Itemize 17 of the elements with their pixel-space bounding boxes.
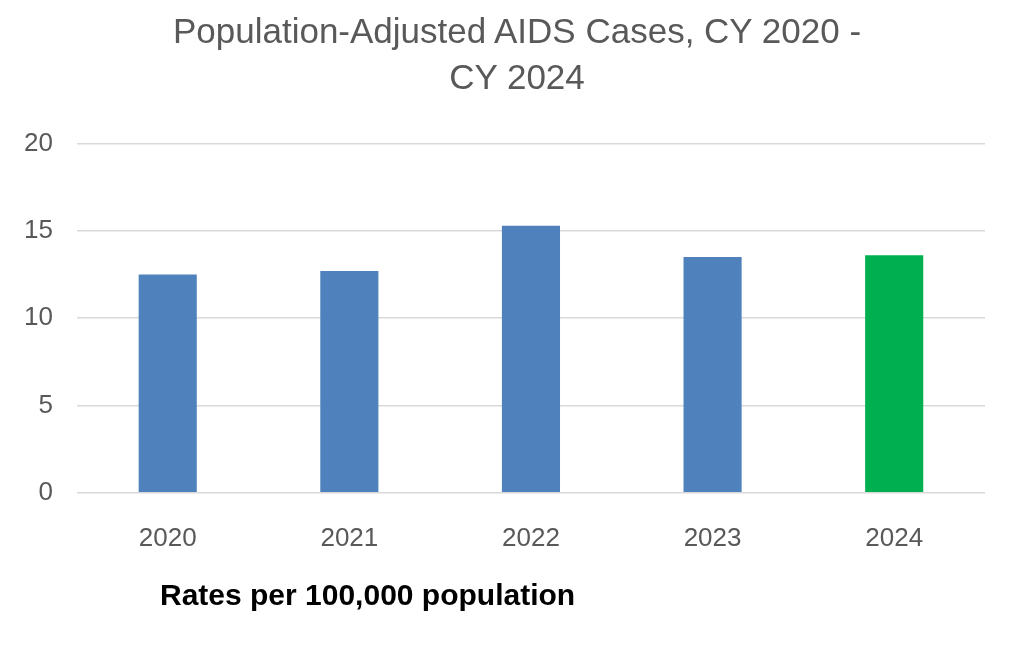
x-tick-label: 2020 [138, 521, 197, 552]
x-axis-title: Rates per 100,000 population [160, 578, 576, 612]
y-tick-label: 20 [24, 126, 53, 157]
x-tick-label: 2021 [320, 521, 379, 552]
bar [683, 257, 742, 493]
x-tick-label: 2024 [865, 521, 924, 552]
y-tick-label: 0 [38, 475, 53, 506]
bar [501, 225, 561, 493]
y-tick-label: 10 [24, 301, 53, 332]
y-tick-label: 5 [38, 388, 53, 419]
bar [320, 271, 379, 493]
bar [138, 274, 197, 493]
x-tick-label: 2022 [502, 521, 560, 552]
chart-title: Population-Adjusted AIDS Cases, CY 2020 - CY 2024 [171, 10, 863, 98]
bar [865, 255, 924, 493]
y-tick-label: 15 [24, 214, 53, 245]
x-tick-label: 2023 [683, 521, 742, 552]
